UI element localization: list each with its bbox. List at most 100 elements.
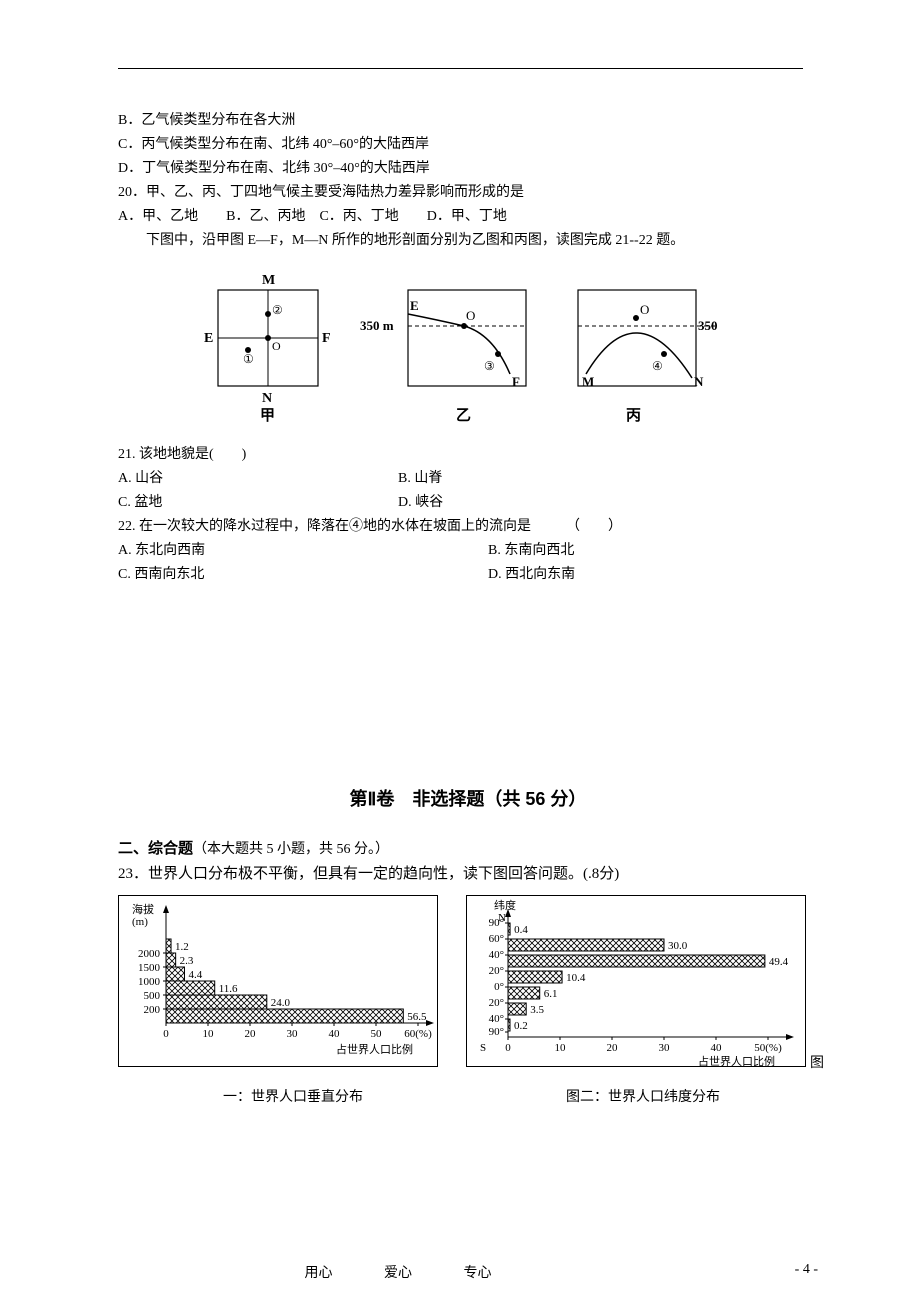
svg-text:2000: 2000 [138, 948, 161, 960]
label-three: ③ [484, 359, 495, 373]
section-2-subhead: 二、综合题 [118, 840, 193, 857]
svg-text:500: 500 [144, 990, 161, 1002]
svg-text:20°: 20° [489, 997, 504, 1009]
label-O-yi: O [466, 308, 475, 323]
svg-text:24.0: 24.0 [271, 997, 291, 1009]
label-M-jia: M [262, 273, 275, 288]
q20-stem: 20．甲、乙、丙、丁四地气候主要受海陆热力差异影响而形成的是 [118, 182, 818, 204]
body-content: B．乙气候类型分布在各大洲 C．丙气候类型分布在南、北纬 40°–60°的大陆西… [118, 110, 818, 1109]
svg-text:2.3: 2.3 [180, 955, 194, 967]
option-b: B．乙气候类型分布在各大洲 [118, 110, 818, 132]
svg-text:40: 40 [329, 1028, 341, 1040]
label-F-yi: F [512, 374, 520, 389]
svg-text:40°: 40° [489, 949, 504, 961]
svg-text:1000: 1000 [138, 976, 161, 988]
q21-stem: 21. 该地地貌是( ) [118, 444, 818, 466]
svg-text:海拔: 海拔 [132, 902, 154, 916]
svg-text:40°: 40° [489, 1013, 504, 1025]
label-two: ② [272, 303, 283, 317]
panel-bing: O M N ④ 350 m 丙 [578, 290, 718, 424]
svg-text:20°: 20° [489, 965, 504, 977]
option-d: D．丁气候类型分布在南、北纬 30°–40°的大陆西岸 [118, 158, 818, 180]
svg-text:0.2: 0.2 [514, 1020, 528, 1032]
option-c: C．丙气候类型分布在南、北纬 40°–60°的大陆西岸 [118, 134, 818, 156]
svg-text:1.2: 1.2 [175, 941, 189, 953]
footer-word2: 爱心 [384, 1266, 412, 1281]
lead-in: 下图中，沿甲图 E—F，M—N 所作的地形剖面分别为乙图和丙图，读图完成 21-… [118, 230, 818, 252]
label-N-bing: N [694, 374, 704, 389]
q20-options: A．甲、乙地 B．乙、丙地 C．丙、丁地 D．甲、丁地 [118, 206, 818, 228]
q22-stem: 22. 在一次较大的降水过程中，降落在④地的水体在坡面上的流向是 （ ） [118, 516, 818, 538]
svg-text:4.4: 4.4 [188, 969, 202, 981]
q22-opt-a: A. 东北向西南 [118, 540, 488, 562]
svg-text:56.5: 56.5 [407, 1011, 427, 1023]
svg-text:0°: 0° [494, 981, 504, 993]
svg-text:1500: 1500 [138, 962, 161, 974]
svg-text:200: 200 [144, 1004, 161, 1016]
caption-chart1: 一：世界人口垂直分布 [118, 1087, 468, 1109]
chart-altitude: 海拔(m)1.22.34.411.624.056.520050010001500… [118, 895, 438, 1075]
svg-text:90°: 90° [489, 917, 504, 929]
label-one: ① [243, 352, 254, 366]
svg-text:3.5: 3.5 [530, 1004, 544, 1016]
svg-text:占世界人口比例: 占世界人口比例 [336, 1042, 413, 1056]
page-number: - 4 - [795, 1262, 818, 1278]
svg-text:(m): (m) [132, 916, 148, 928]
svg-text:20: 20 [607, 1042, 619, 1054]
label-F-jia: F [322, 331, 331, 346]
svg-text:占世界人口比例: 占世界人口比例 [698, 1054, 775, 1067]
label-350-yi: 350 m [360, 318, 394, 333]
svg-text:0.4: 0.4 [514, 924, 528, 936]
caption-chart2: 图二：世界人口纬度分布 [468, 1087, 818, 1109]
label-O-bing: O [640, 302, 649, 317]
svg-text:20: 20 [245, 1028, 257, 1040]
q22-opt-d: D. 西北向东南 [488, 564, 818, 586]
footer-word3: 专心 [464, 1266, 492, 1281]
svg-text:90°: 90° [489, 1026, 504, 1038]
panel-yi: O E F ③ 350 m 乙 [360, 290, 526, 424]
charts-row: 海拔(m)1.22.34.411.624.056.520050010001500… [118, 895, 818, 1075]
svg-text:10: 10 [203, 1028, 215, 1040]
svg-text:49.4: 49.4 [769, 956, 789, 968]
label-O-jia: O [272, 339, 281, 353]
svg-text:6.1: 6.1 [544, 988, 558, 1000]
svg-text:10.4: 10.4 [566, 972, 586, 984]
horizontal-rule [118, 68, 803, 69]
svg-text:11.6: 11.6 [219, 983, 238, 995]
label-four: ④ [652, 359, 663, 373]
section-2-title: 第Ⅱ卷 非选择题（共 56 分） [118, 788, 818, 810]
chart-latitude: 纬度N0.430.049.410.46.13.50.290°60°40°20°0… [466, 895, 806, 1075]
svg-text:40: 40 [711, 1042, 723, 1054]
footer-word1: 用心 [305, 1266, 333, 1281]
q21-opt-d: D. 峡谷 [398, 492, 818, 514]
footer: 用心 爱心 专心 - 4 - [118, 1262, 818, 1282]
svg-text:10: 10 [555, 1042, 567, 1054]
svg-text:纬度: 纬度 [494, 898, 516, 912]
svg-text:30: 30 [659, 1042, 671, 1054]
section-2-subhead-tail: （本大题共 5 小题，共 56 分。） [193, 842, 389, 857]
label-N-jia: N [262, 391, 272, 406]
trailing-tu: 图 [810, 1053, 824, 1075]
svg-text:S: S [480, 1042, 486, 1054]
svg-text:60(%): 60(%) [404, 1028, 432, 1040]
label-yi: 乙 [456, 408, 471, 424]
q23-lead: 23．世界人口分布极不平衡，但具有一定的趋向性，读下图回答问题。(.8分) [118, 863, 818, 885]
svg-text:50: 50 [371, 1028, 383, 1040]
q22-opt-c: C. 西南向东北 [118, 564, 488, 586]
label-350-bing: 350 m [698, 318, 718, 333]
svg-text:0: 0 [505, 1042, 511, 1054]
q21-opt-c: C. 盆地 [118, 492, 398, 514]
svg-text:30.0: 30.0 [668, 940, 688, 952]
q21-opt-a: A. 山谷 [118, 468, 398, 490]
label-M-bing: M [582, 374, 594, 389]
svg-text:0: 0 [163, 1028, 169, 1040]
svg-text:60°: 60° [489, 933, 504, 945]
label-E-yi: E [410, 298, 419, 313]
label-E-jia: E [204, 331, 213, 346]
label-jia: 甲 [260, 407, 275, 424]
q21-opt-b: B. 山脊 [398, 468, 818, 490]
q22-opt-b: B. 东南向西北 [488, 540, 818, 562]
svg-text:30: 30 [287, 1028, 299, 1040]
label-bing: 丙 [626, 407, 641, 424]
panel-jia: ① ② O M N E F 甲 [204, 273, 331, 424]
